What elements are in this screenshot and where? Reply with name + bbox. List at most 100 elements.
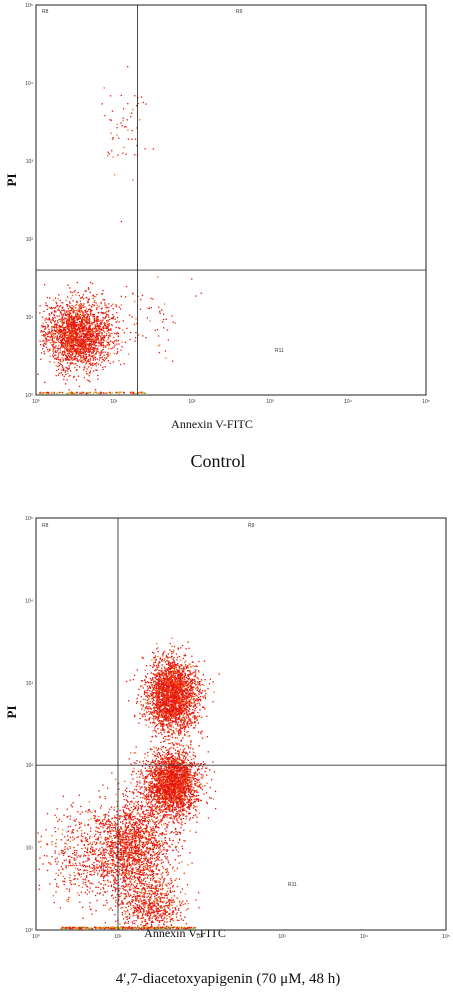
event-point [75,355,77,357]
event-point [180,731,182,733]
event-point [100,332,102,334]
event-point [155,730,157,732]
event-point [100,308,102,310]
event-point [97,332,100,334]
event-point [59,328,61,330]
event-point [43,353,46,355]
event-point [171,721,174,724]
event-point [149,748,152,750]
event-point [75,307,77,309]
event-point [178,665,180,667]
event-point [149,665,152,667]
event-point [168,664,170,666]
event-point [64,331,66,333]
event-point [67,344,69,346]
event-point [96,333,98,335]
event-point [74,319,76,321]
event-point [109,119,111,121]
event-point [47,336,49,338]
event-point [95,302,97,304]
event-point [116,127,118,129]
event-point [74,337,77,340]
event-point [159,687,161,689]
event-point [86,319,88,321]
event-point [67,308,69,310]
event-point [172,674,174,676]
event-point [167,679,170,681]
event-point [169,705,171,707]
event-point [82,319,84,321]
event-point [86,315,88,317]
event-point [159,704,161,706]
event-point [153,723,155,725]
event-point [143,698,145,700]
event-point [175,706,177,709]
event-point [169,671,171,674]
event-point [153,719,155,721]
event-point [195,716,197,719]
event-point [166,718,169,720]
event-point [75,333,77,336]
event-point [95,341,98,343]
event-point [183,718,186,720]
event-point [78,345,80,347]
event-point [66,319,68,321]
event-point [46,340,48,343]
event-point [144,669,146,671]
event-point [184,698,186,700]
event-point [128,700,130,702]
event-point [73,310,75,312]
event-point [94,347,96,350]
event-point [90,344,92,347]
event-point [155,669,158,671]
event-point [165,710,167,712]
event-point [176,688,178,690]
event-point [78,308,80,310]
event-point [91,306,93,308]
event-point [185,681,187,683]
event-point [85,313,87,316]
event-point [196,715,199,717]
event-point [70,337,72,339]
event-point [148,706,150,708]
event-point [167,720,169,722]
event-point [55,354,57,356]
event-point [172,730,174,732]
event-point [107,319,109,321]
event-point [83,318,85,320]
event-point [109,328,111,331]
event-point [168,742,170,745]
event-point [200,692,202,694]
event-point [69,336,72,338]
event-point [64,335,66,337]
event-point [109,335,111,337]
event-point [162,689,164,691]
event-point [153,712,155,714]
event-point [97,363,100,365]
event-point [170,674,172,676]
event-point [84,329,86,331]
event-point [47,331,49,333]
event-point [184,695,187,697]
event-point [159,673,161,676]
event-point [82,314,84,316]
event-point [88,330,90,332]
event-point [194,675,196,678]
event-point [103,337,105,340]
event-point [99,341,101,344]
event-point [154,703,157,705]
event-point [178,712,181,714]
event-point [104,299,106,301]
event-point [158,662,161,664]
event-point [189,719,192,722]
event-point [108,345,110,347]
event-point [192,665,194,667]
event-point [61,307,63,309]
event-point [53,361,56,364]
event-point [184,668,186,670]
event-point [95,330,97,332]
event-point [196,698,198,700]
event-point [171,665,174,668]
event-point [92,327,94,329]
event-point [162,699,164,701]
